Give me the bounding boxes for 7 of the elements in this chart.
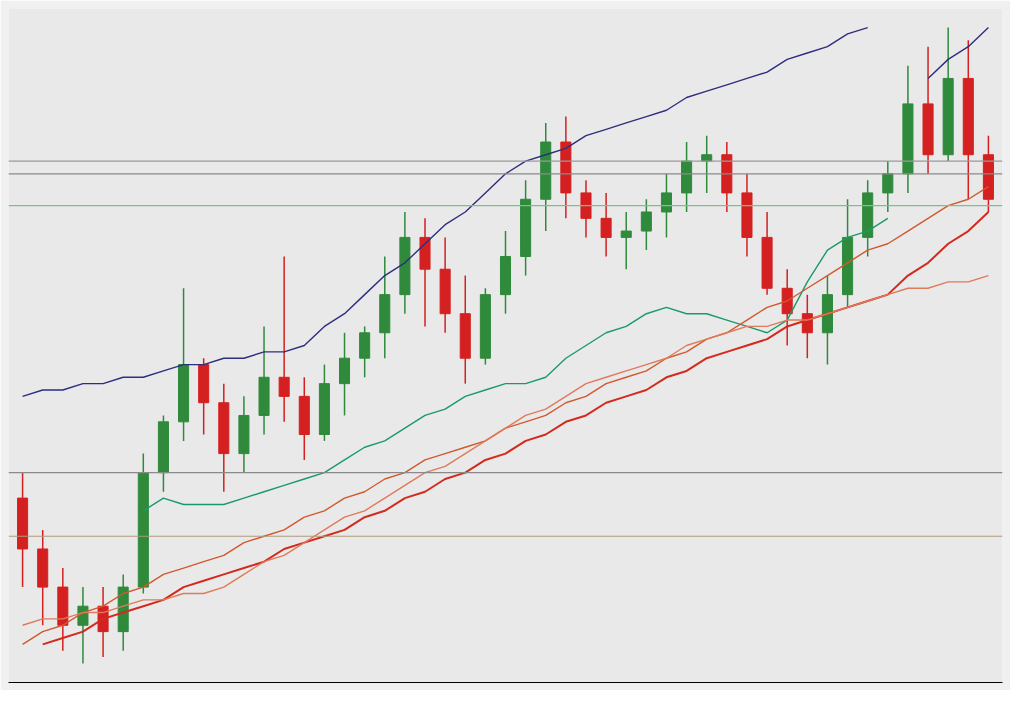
candlestick: [600, 192, 612, 258]
candlestick: [660, 173, 672, 239]
candlestick: [640, 198, 652, 251]
candlestick: [278, 255, 290, 423]
candlestick: [620, 211, 632, 270]
candlestick: [882, 160, 894, 213]
candlestick: [77, 586, 89, 665]
